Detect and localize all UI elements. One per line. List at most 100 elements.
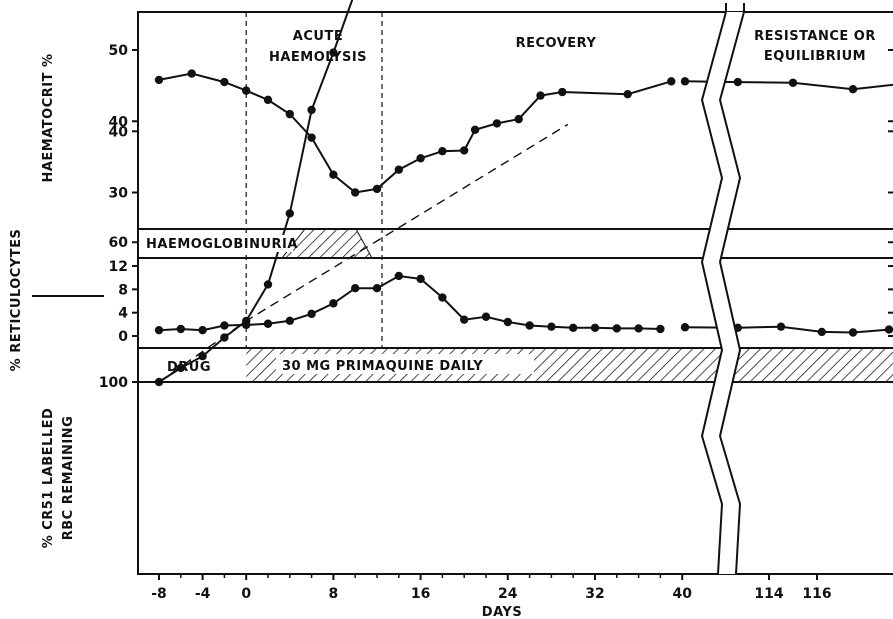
reticulocytes-series-main-point [154,325,164,335]
reticulocytes-y-tick-label: 12 [109,259,128,275]
cr51-series-main-point [176,363,185,373]
cr51-series-main-point [285,209,294,218]
haematocrit-y-tick-label: 50 [109,43,129,59]
reticulocytes-series-main-point [525,321,534,330]
cr51-y-tick-label: 60 [109,235,129,251]
x-tick-label: -8 [151,586,167,602]
x-tick-label: 8 [329,586,339,602]
haematocrit-series-main-point [263,95,273,105]
reticulocytes-series-main-point [569,323,578,333]
cr51-panel [137,381,893,575]
drug-label: DRUG [167,360,211,375]
reticulocytes-y-tick-label: 4 [118,306,128,322]
haematocrit-series-main-point [558,87,567,97]
axis-break-right [718,11,745,575]
reticulocytes-series-main-point [590,323,600,333]
reticulocytes-series-main-point [503,317,512,327]
haematocrit-y-tick-label: 30 [109,186,129,202]
haematocrit-series-main-point [623,89,632,99]
x-tick-label: 32 [585,586,604,602]
phase-label-resistance: RESISTANCE OR [754,29,876,44]
reticulocytes-series-main-point [351,283,360,293]
reticulocytes-series-main-point [656,324,665,334]
haematocrit-series-main-point [154,75,164,85]
phase-label-resistance: EQUILIBRIUM [764,49,866,64]
reticulocytes-series-late-point [848,328,858,337]
haematocrit-series-main-point [187,69,196,78]
cr51-series-main-point [329,48,338,57]
cr51-y-tick-label: 100 [99,375,128,391]
reticulocytes-series-main-point [547,322,556,331]
reticulocytes-series-late-point [776,322,786,331]
haematocrit-series-late-point [680,77,690,86]
haematocrit-series-main-point [470,125,480,134]
reticulocytes-series-late-point [817,327,826,337]
haematocrit-series-late-point [848,84,858,94]
axis-break-gap [702,12,744,574]
reticulocytes-series-main-point [329,299,338,308]
haematocrit-series-main-point [394,165,403,174]
reticulocytes-series-main-point [394,271,403,281]
x-broken-tick-label: 116 [802,586,831,602]
primaquine-label: 30 MG PRIMAQUINE DAILY [282,359,483,374]
cr51-series-main-point [198,351,207,361]
haematocrit-series-main-point [438,146,447,156]
haemoglobinuria-hatch [280,228,373,259]
reticulocytes-series-main-point [263,319,273,328]
cr51-expected-line-line [158,123,569,383]
reticulocytes-series-main-point [634,324,643,333]
haematocrit-series-main-point [416,154,425,163]
phase-label-acute: ACUTE [293,29,343,44]
reticulocytes-series-main-point [220,321,229,330]
cr51-series-main-point [263,280,273,289]
haematocrit-series-main-point [307,133,316,142]
haematocrit-series-main-point [492,119,502,128]
haematocrit-series-main-point [514,114,523,124]
haematocrit-series-late-point [788,78,798,87]
haematocrit-series-main-point [220,77,229,87]
phase-label-acute: HAEMOLYSIS [269,50,367,65]
cr51-y-title: RBC REMAINING [61,416,76,540]
haematocrit-y-tick-label: 40 [109,114,129,130]
x-tick-label: 24 [498,586,518,602]
haemoglobinuria-label: HAEMOGLOBINURIA [146,237,298,252]
reticulocytes-series-main-point [285,316,294,326]
haematocrit-series-main-point [372,184,382,194]
axis-break-left [700,11,727,575]
haematocrit-series-late-point [733,77,742,87]
x-tick-label: -4 [195,586,211,602]
haematocrit-series-main-point [242,86,251,95]
x-tick-label: 16 [411,586,430,602]
reticulocytes-series-main-point [460,315,469,324]
phase-label-recovery: RECOVERY [516,36,597,51]
reticulocytes-series-main-point [481,312,491,321]
x-tick-label: 40 [672,586,692,602]
reticulocytes-series-late-point [680,323,690,332]
reticulocytes-series-main-line [158,274,661,332]
reticulocytes-series-main-point [416,274,425,284]
haemoglobinuria-label-bg [143,235,293,252]
cr51-series-main-point [307,105,316,115]
reticulocytes-series-main-point [438,293,447,302]
reticulocytes-y-tick-label: 0 [118,329,128,345]
haematocrit-series-main-point [460,146,469,155]
haematocrit-series-main-line [158,72,672,194]
reticulocytes-y-tick-label: 8 [118,282,128,298]
reticulocytes-series-main-point [372,283,382,293]
cr51-y-tick-label: 40 [109,124,129,140]
reticulocytes-series-main-point [612,324,621,333]
haematocrit-y-title: HAEMATOCRIT % [41,53,56,182]
reticulocytes-panel [137,257,893,349]
x-tick-label: 0 [241,586,251,602]
reticulocytes-series-main-point [198,325,207,335]
primaquine-label-bg [276,354,534,374]
haematocrit-series-main-point [351,188,360,197]
reticulocytes-series-late-point [884,325,893,334]
cr51-y-title: % CR51 LABELLED [41,408,56,549]
reticulocytes-series-main-point [307,309,316,319]
reticulocytes-series-main-point [176,324,185,334]
haematocrit-series-main-point [329,170,338,179]
haematocrit-series-main-point [536,91,545,100]
haematocrit-series-main-point [285,109,294,119]
